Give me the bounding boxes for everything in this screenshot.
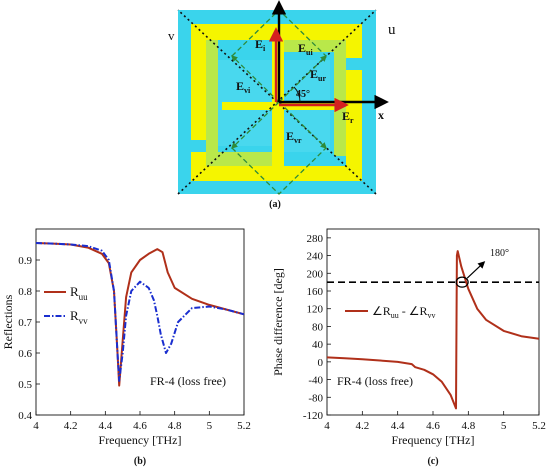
evi-label: Evi xyxy=(236,79,251,95)
b-ytick-label: 0.9 xyxy=(18,255,32,267)
metal-ring xyxy=(191,24,362,181)
b-xtick-label: 4.6 xyxy=(133,420,147,432)
center-arm-left xyxy=(222,102,272,110)
ring-gap-left xyxy=(191,140,206,152)
v-label: v xyxy=(168,28,175,43)
c-ytick-label: 240 xyxy=(307,251,324,263)
ylabel-b: Reflections xyxy=(1,294,15,349)
eur-label: Eur xyxy=(310,67,326,83)
xlabel-c: Frequency [THz] xyxy=(392,433,475,447)
b-xtick-label: 4.4 xyxy=(98,420,112,432)
c-xtick-label: 4.2 xyxy=(355,420,369,432)
ylabel-c: Phase difference [deg] xyxy=(271,268,285,376)
legend-label-rvv: Rvv xyxy=(70,308,88,326)
caption-c: (c) xyxy=(427,456,438,467)
inner-strip-left xyxy=(206,40,218,152)
annotation-b: FR-4 (loss free) xyxy=(150,374,226,388)
c-xtick-label: 5 xyxy=(501,420,507,432)
eui-arrow xyxy=(278,55,327,103)
c-ytick-label: 0 xyxy=(318,357,324,369)
c-series-0 xyxy=(326,250,540,410)
c-xtick-label: 4.8 xyxy=(461,420,475,432)
c-xtick-label: 5.2 xyxy=(532,420,546,432)
eur-arrow xyxy=(278,101,327,149)
b-xtick-label: 4.8 xyxy=(168,420,182,432)
c-180-marker-circle xyxy=(455,276,469,288)
angle-label: 45° xyxy=(296,89,310,100)
x-label: x xyxy=(378,108,384,122)
b-xtick-label: 5.2 xyxy=(237,420,251,432)
b-xtick-label: 4 xyxy=(33,420,39,432)
c-180-marker-arrow xyxy=(466,261,486,279)
b-series-0 xyxy=(35,242,245,387)
b-ytick-label: 0.7 xyxy=(18,317,32,329)
b-xtick-label: 5 xyxy=(207,420,213,432)
marker-label-180: 180° xyxy=(490,248,509,259)
c-ytick-label: -80 xyxy=(308,392,323,404)
b-ytick-label: 0.6 xyxy=(18,348,32,360)
unit-cell-diagram: Ei Eui Eur Evi Evr Er 45° x u v (a) xyxy=(168,0,396,210)
phase-chart: 4 4.2 4.4 4.6 4.8 5 5.2 -120 -80 -40 0 40 80 120 160 20… xyxy=(271,228,546,467)
c-xtick-label: 4 xyxy=(324,420,330,432)
eui-label: Eui xyxy=(298,41,313,57)
evr-label: Evr xyxy=(286,129,302,145)
b-ytick-label: 0.5 xyxy=(18,379,32,391)
c-ytick-label: -120 xyxy=(303,410,324,422)
er-label: Er xyxy=(342,109,354,125)
c-ytick-label: 280 xyxy=(307,233,324,245)
c-ytick-label: 160 xyxy=(307,286,324,298)
inner-strip-top xyxy=(276,40,346,52)
evi-arrow xyxy=(231,55,280,103)
angle-arc xyxy=(293,86,301,103)
c-xtick-label: 4.6 xyxy=(426,420,440,432)
diamond-bottom xyxy=(231,147,327,195)
evr-arrow xyxy=(231,101,280,149)
legend-label-phase: ∠Ruu - ∠Rvv xyxy=(372,304,436,320)
c-ytick-label: 120 xyxy=(307,304,324,316)
ei-label: Ei xyxy=(255,37,266,53)
b-ytick-label: 0.8 xyxy=(18,286,32,298)
c-ytick-label: -40 xyxy=(308,375,323,387)
c-xtick-label: 4.4 xyxy=(391,420,405,432)
caption-b: (b) xyxy=(134,456,146,467)
b-xtick-label: 4.2 xyxy=(64,420,78,432)
legend-label-ruu: Ruu xyxy=(70,284,88,302)
caption-a: (a) xyxy=(269,199,281,210)
b-series-1 xyxy=(35,242,245,382)
reflection-chart: 4 4.2 4.4 4.6 4.8 5 5.2 0.4 0.5 0.6 0.7 0.8 0.9 Freq… xyxy=(1,228,251,467)
c-ytick-label: 200 xyxy=(307,268,324,280)
c-ytick-label: 80 xyxy=(312,321,324,333)
ring-gap-right xyxy=(346,58,362,70)
inner-strip-bottom xyxy=(206,152,276,166)
xlabel-b: Frequency [THz] xyxy=(99,433,182,447)
annotation-c: FR-4 (loss free) xyxy=(337,374,413,388)
u-label: u xyxy=(388,22,396,38)
b-ytick-label: 0.4 xyxy=(18,410,32,422)
c-ytick-label: 40 xyxy=(312,339,324,351)
